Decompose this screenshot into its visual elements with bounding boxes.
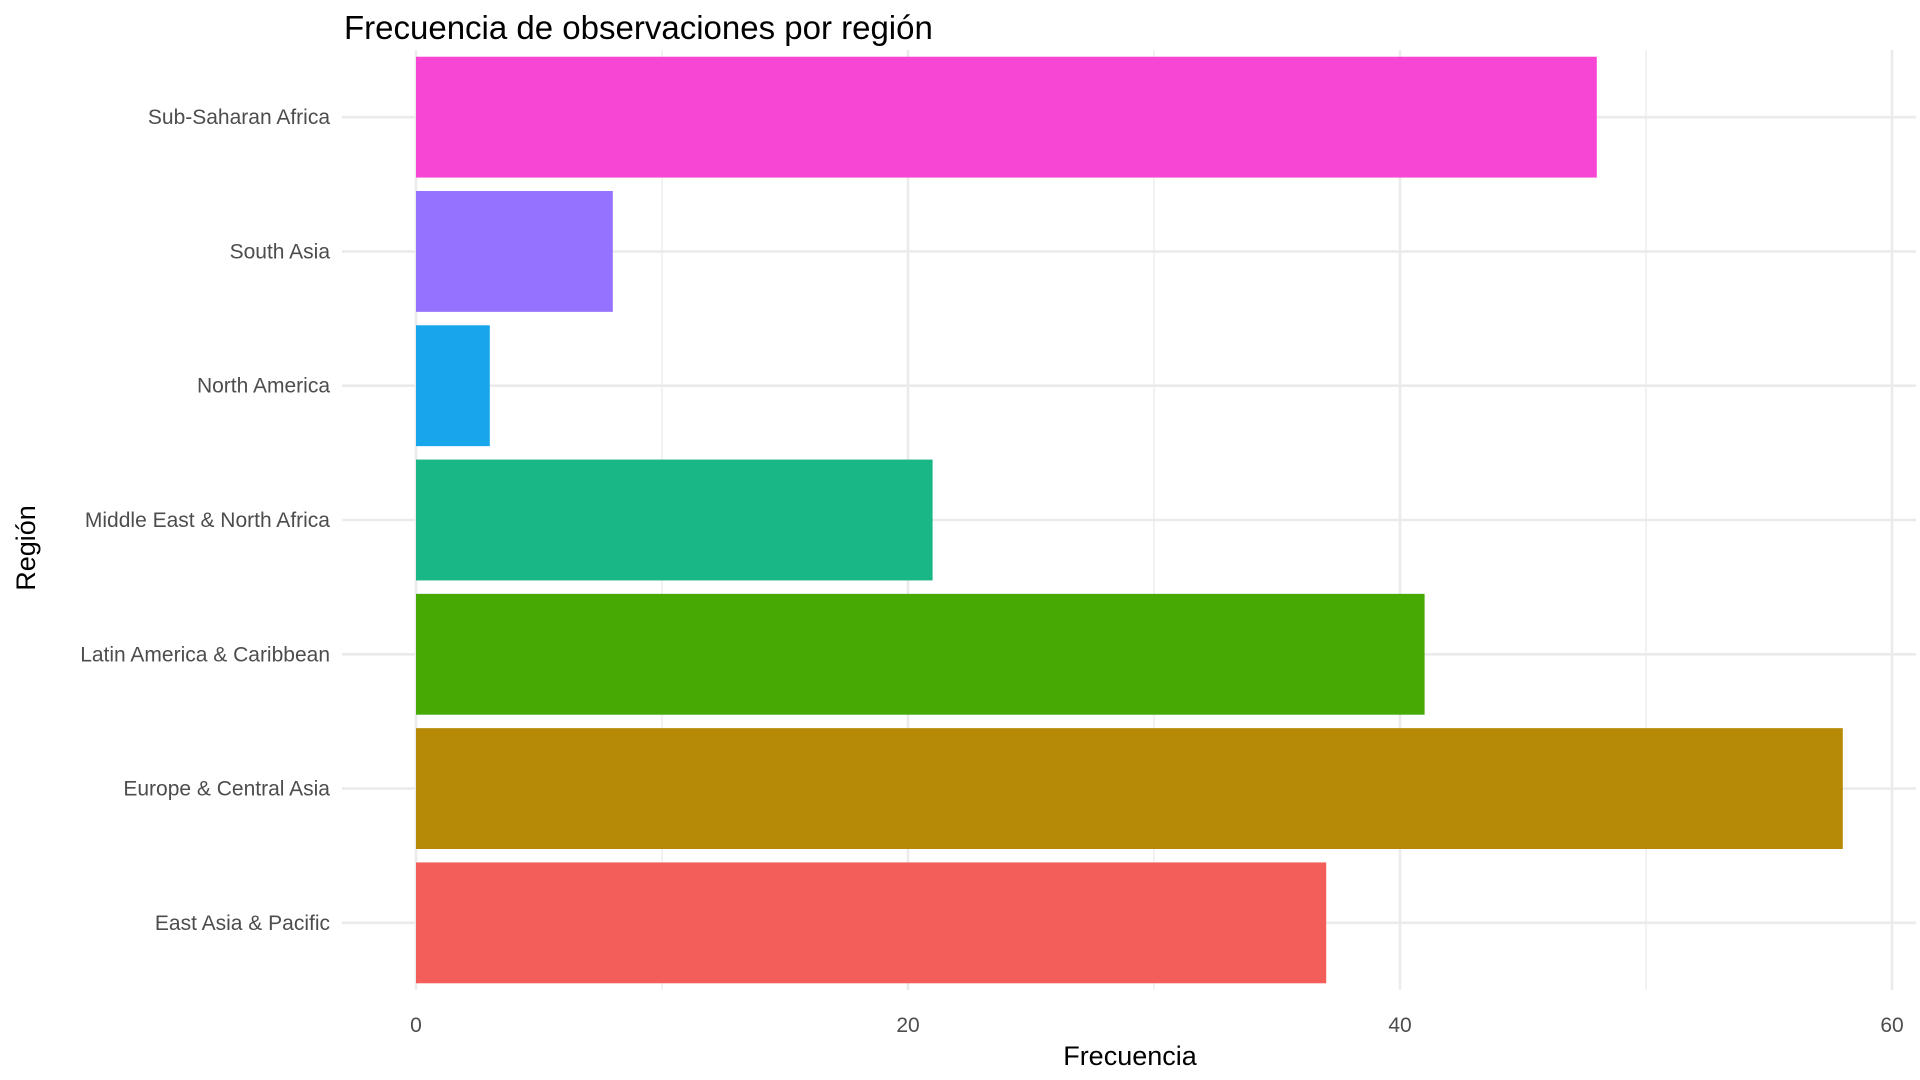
x-tick-label: 20 [896, 1014, 919, 1037]
y-tick-label: North America [197, 375, 330, 398]
y-tick-label: Latin America & Caribbean [80, 643, 330, 666]
bar-north-america [416, 325, 490, 447]
x-tick-labels: 0 20 40 60 [410, 1014, 1904, 1037]
bar-latin-america-caribbean [416, 593, 1425, 715]
y-tick-label: Middle East & North Africa [85, 509, 330, 532]
bar-east-asia-pacific [416, 862, 1327, 984]
y-tick-label: Sub-Saharan Africa [148, 106, 330, 129]
x-axis-title: Frecuencia [1063, 1041, 1198, 1071]
chart-title: Frecuencia de observaciones por región [344, 9, 933, 46]
bars [416, 56, 1843, 984]
bar-middle-east-north-africa [416, 459, 933, 581]
x-tick-label: 0 [410, 1014, 422, 1037]
bar-south-asia [416, 191, 613, 312]
bar-sub-saharan-africa [416, 56, 1597, 178]
y-tick-labels: East Asia & Pacific Europe & Central Asia… [80, 106, 330, 935]
bar-europe-central-asia [416, 728, 1843, 849]
x-tick-label: 40 [1388, 1014, 1411, 1037]
y-axis-title: Región [11, 505, 41, 591]
y-tick-label: South Asia [230, 240, 331, 263]
y-tick-label: Europe & Central Asia [123, 778, 330, 801]
x-tick-label: 60 [1880, 1014, 1903, 1037]
y-tick-label: East Asia & Pacific [155, 912, 330, 935]
